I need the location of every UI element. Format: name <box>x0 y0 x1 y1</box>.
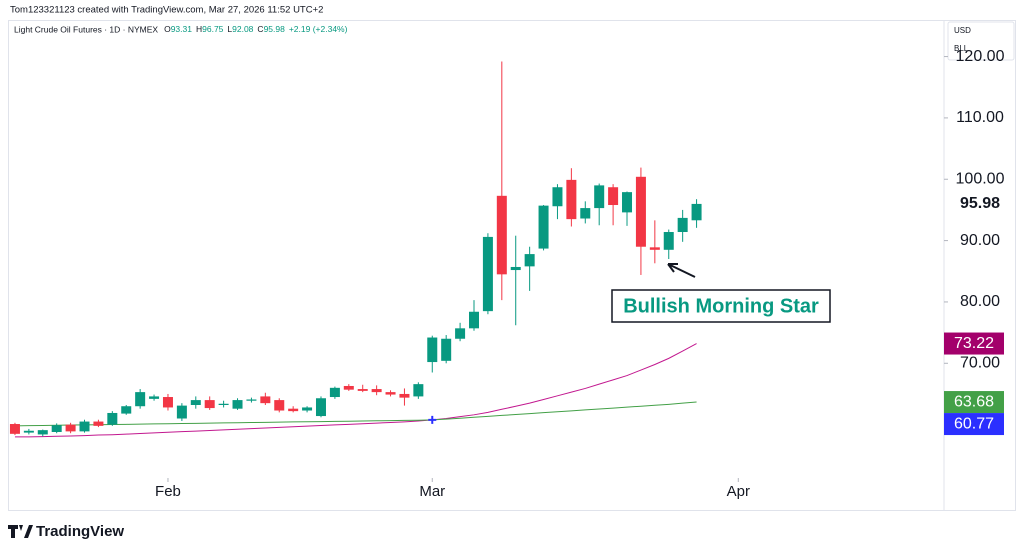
price-label: 73.22 <box>954 335 994 352</box>
y-tick-label: 90.00 <box>960 232 1000 249</box>
price-label-box <box>944 413 1004 436</box>
ohlc-value: 93.31 <box>171 24 193 34</box>
chart-frame <box>8 20 1016 511</box>
candle-body <box>357 389 368 391</box>
candle-body <box>121 406 132 414</box>
candle-body <box>469 311 479 329</box>
x-tick-label: Feb <box>155 483 181 500</box>
candle-body <box>691 203 702 221</box>
logo-text: TradingView <box>36 523 124 540</box>
candle-body <box>315 398 326 417</box>
candle-body <box>79 421 90 432</box>
candle-body <box>580 208 591 219</box>
candle-body <box>538 205 549 249</box>
last-price: 95.98 <box>960 195 1000 212</box>
ohlc-letter: C <box>257 24 263 34</box>
logo: TradingView <box>8 523 124 540</box>
annotation-arrow <box>667 263 696 278</box>
candle-body <box>9 424 20 434</box>
ohlc-legend: O93.31 H96.75 L92.08 C95.98 +2.19 (+2.34%) <box>164 24 348 34</box>
annotation-text: Bullish Morning Star <box>623 295 819 317</box>
logo-icon <box>8 525 33 538</box>
price-label-box <box>944 391 1004 414</box>
candle-body <box>566 179 577 220</box>
candle-body <box>302 407 313 411</box>
ohlc-letter: L <box>227 24 232 34</box>
candle-body <box>413 384 424 397</box>
scale-menu[interactable] <box>947 21 1015 61</box>
candle-body <box>594 185 605 209</box>
candle-body <box>288 408 299 412</box>
chart-title: Light Crude Oil Futures · 1D · NYMEX <box>14 24 158 34</box>
currency[interactable]: USD <box>954 26 971 35</box>
candle-body <box>385 392 396 395</box>
candle-body <box>677 217 688 233</box>
candle-body <box>496 195 507 275</box>
ohlc-value: 96.75 <box>202 24 224 34</box>
candle-body <box>246 399 257 401</box>
x-tick-label: Mar <box>419 483 445 500</box>
candle-body <box>371 389 382 393</box>
candle-body <box>510 266 521 271</box>
candle-body <box>455 328 466 339</box>
moving-average <box>14 401 697 427</box>
candle-body <box>635 176 646 247</box>
candle-body <box>107 412 118 425</box>
ohlc-value: 95.98 <box>264 24 286 34</box>
candle-body <box>37 430 48 435</box>
candle-body <box>93 421 104 426</box>
attribution: Tom123321123 created with TradingView.co… <box>10 5 323 16</box>
candle-body <box>663 232 674 250</box>
y-tick-label: 100.00 <box>956 170 1005 187</box>
candle-body <box>135 392 146 407</box>
candle-body <box>343 385 354 390</box>
candle-body <box>622 192 633 213</box>
candle-body <box>524 254 535 267</box>
candle-body <box>65 424 76 432</box>
unit[interactable]: BLL <box>954 44 969 53</box>
ohlc-value: 92.08 <box>232 24 254 34</box>
x-tick-label: Apr <box>727 483 750 500</box>
candle-body <box>149 396 160 399</box>
candle-body <box>260 396 271 404</box>
y-tick-label: 80.00 <box>960 293 1000 310</box>
candle-body <box>23 430 34 433</box>
candle-body <box>649 247 660 250</box>
candle-body <box>218 403 229 405</box>
candle-body <box>51 425 62 432</box>
candle-body <box>482 236 493 312</box>
candle-body <box>399 393 410 398</box>
candle-body <box>162 397 173 408</box>
price-label: 63.68 <box>954 393 994 410</box>
candle-body <box>441 338 452 361</box>
candle-body <box>274 400 285 411</box>
price-label-box <box>944 332 1004 355</box>
candle-body <box>329 387 340 398</box>
candle-body <box>190 400 201 405</box>
y-tick-label: 110.00 <box>956 109 1004 126</box>
candle-body <box>176 405 187 419</box>
ohlc-letter: O <box>164 24 171 34</box>
candle-body <box>608 187 619 206</box>
price-label: 60.77 <box>954 415 994 432</box>
candle-body <box>552 187 563 207</box>
candle-body <box>232 400 243 409</box>
change: +2.19 (+2.34%) <box>289 24 348 34</box>
y-tick-label: 70.00 <box>960 355 1000 372</box>
annotation-box <box>611 289 831 323</box>
ohlc-letter: H <box>196 24 202 34</box>
y-tick-label: 120.00 <box>956 48 1005 65</box>
moving-average <box>14 343 697 438</box>
candle-body <box>427 337 438 363</box>
candle-body <box>204 400 215 409</box>
cross-marker <box>428 415 437 424</box>
